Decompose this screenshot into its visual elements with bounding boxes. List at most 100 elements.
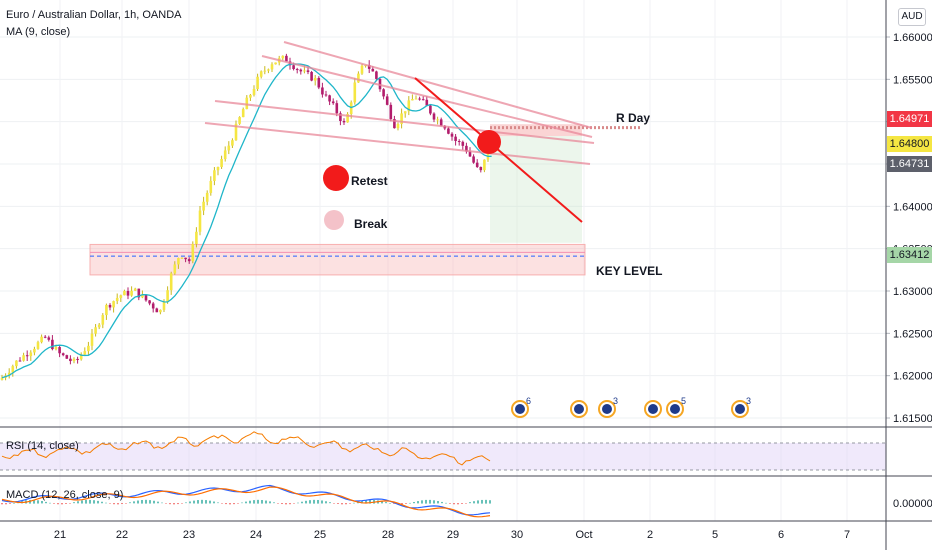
- candle-body: [461, 141, 465, 146]
- macd-legend[interactable]: MACD (12, 26, close, 9): [6, 489, 124, 501]
- x-tick-label: 5: [712, 529, 718, 541]
- macd-histogram-bar: [133, 501, 135, 504]
- macd-histogram-bar: [217, 502, 219, 504]
- candle-body: [306, 70, 310, 72]
- macd-histogram-bar: [41, 500, 43, 504]
- candle-body: [166, 290, 169, 302]
- macd-histogram-bar: [73, 502, 75, 504]
- macd-histogram-bar: [249, 500, 251, 504]
- macd-histogram-bar: [405, 503, 407, 504]
- candle-body: [7, 372, 11, 376]
- macd-histogram-bar: [61, 503, 63, 505]
- macd-histogram-bar: [137, 500, 139, 504]
- candle-body: [270, 64, 274, 70]
- macd-histogram-bar: [413, 501, 415, 504]
- price-tag-upper: 1.64971: [887, 111, 932, 127]
- y-tick-label: 1.62500: [893, 328, 932, 340]
- candle-body: [97, 324, 101, 328]
- rsi-band: [0, 443, 886, 470]
- candle-body: [382, 89, 385, 97]
- macd-panel[interactable]: 0.00000: [1, 484, 932, 518]
- macd-histogram-bar: [113, 503, 115, 505]
- event-flag-icon: [574, 404, 584, 414]
- y-tick-label: 1.61500: [893, 413, 932, 425]
- candle-body: [357, 73, 360, 83]
- macd-histogram-bar: [201, 499, 203, 504]
- x-tick-label: 24: [250, 529, 262, 541]
- candle-body: [72, 358, 76, 362]
- macd-tick-label: 0.00000: [893, 498, 932, 510]
- macd-histogram-bar: [97, 500, 99, 504]
- macd-histogram-bar: [469, 502, 471, 504]
- macd-histogram-bar: [213, 501, 215, 504]
- macd-histogram-bar: [13, 502, 15, 504]
- macd-histogram-bar: [221, 503, 223, 504]
- candle-body: [15, 360, 18, 367]
- candle-body: [429, 105, 432, 114]
- macd-histogram-bar: [125, 503, 127, 504]
- macd-histogram-bar: [77, 501, 79, 504]
- candle-body: [472, 156, 475, 163]
- candle-body: [141, 294, 144, 298]
- event-flag-icon: [735, 404, 745, 414]
- macd-histogram-bar: [9, 503, 11, 504]
- macd-histogram-bar: [173, 503, 175, 505]
- candle-body: [407, 100, 411, 112]
- macd-histogram-bar: [33, 499, 35, 504]
- currency-badge[interactable]: AUD: [898, 8, 926, 26]
- candle-body: [436, 119, 439, 121]
- event-markers: 6 3 5 3: [511, 396, 751, 418]
- candle-body: [191, 244, 195, 262]
- candle-body: [385, 96, 389, 105]
- macd-histogram-bar: [317, 499, 319, 504]
- candle-body: [281, 55, 285, 59]
- macd-histogram-bar: [181, 503, 183, 504]
- candle-body: [213, 170, 216, 181]
- macd-histogram-bar: [437, 501, 439, 504]
- y-tick-label: 1.63000: [893, 286, 932, 298]
- candle-body: [43, 336, 47, 338]
- candle-body: [263, 70, 267, 72]
- candle-body: [349, 102, 353, 115]
- candle-body: [58, 347, 61, 354]
- x-tick-label: 30: [511, 529, 523, 541]
- macd-histogram-bar: [245, 501, 247, 504]
- candle-body: [115, 297, 119, 302]
- x-tick-label: 23: [183, 529, 195, 541]
- candle-body: [267, 69, 270, 71]
- macd-histogram-bar: [465, 503, 467, 504]
- candle-body: [108, 304, 112, 308]
- candle-body: [303, 70, 306, 72]
- candle-body: [0, 377, 4, 380]
- candle-body: [331, 101, 335, 104]
- key-level-label: KEY LEVEL: [596, 264, 662, 278]
- candle-body: [137, 288, 141, 298]
- x-axis[interactable]: 21 22 23 24 25 28 29 30 Oct 2 5 6 7: [54, 529, 850, 541]
- x-tick-label: 28: [382, 529, 394, 541]
- macd-histogram-bar: [89, 499, 91, 504]
- macd-histogram-bar: [193, 500, 195, 504]
- macd-histogram-bar: [265, 500, 267, 504]
- macd-histogram-bar: [281, 503, 283, 505]
- event-flag-icon: [602, 404, 612, 414]
- macd-histogram-bar: [289, 503, 291, 505]
- macd-histogram-bar: [65, 503, 67, 504]
- macd-histogram-bar: [361, 500, 363, 504]
- macd-histogram-bar: [293, 503, 295, 504]
- candle-body: [468, 151, 472, 157]
- ma-legend[interactable]: MA (9, close): [6, 26, 71, 38]
- rsi-panel[interactable]: [0, 431, 886, 471]
- rsi-legend[interactable]: RSI (14, close): [6, 440, 79, 452]
- macd-histogram-bar: [45, 501, 47, 504]
- macd-histogram-bar: [477, 500, 479, 504]
- candle-body: [342, 120, 346, 123]
- ma-line: [1, 63, 492, 379]
- candle-body: [317, 77, 321, 88]
- macd-histogram-bar: [393, 503, 395, 504]
- candle-body: [321, 87, 324, 95]
- macd-histogram-bar: [197, 500, 199, 504]
- candle-body: [51, 339, 54, 350]
- candle-body: [389, 104, 393, 120]
